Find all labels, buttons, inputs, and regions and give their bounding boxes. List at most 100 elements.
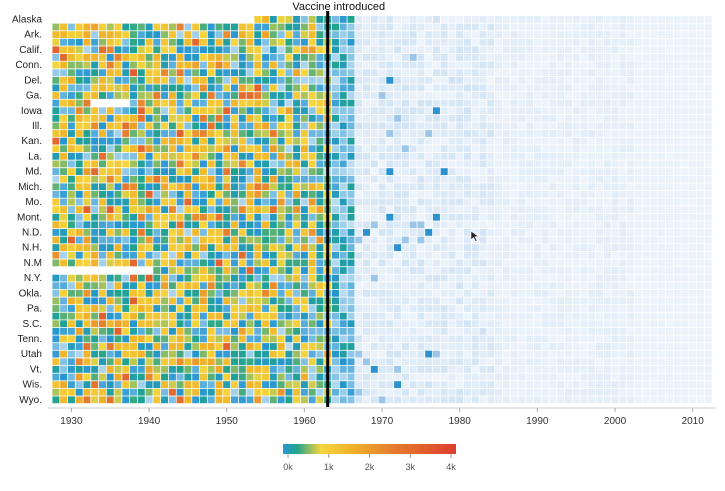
- heatmap-cell: [401, 396, 409, 404]
- heatmap-cell: [580, 54, 588, 61]
- heatmap-cell: [269, 206, 277, 214]
- heatmap-cell: [518, 92, 526, 99]
- heatmap-cell: [300, 327, 308, 335]
- heatmap-cell: [425, 289, 433, 297]
- heatmap-cell: [495, 213, 502, 221]
- heatmap-cell: [464, 297, 471, 305]
- heatmap-cell: [347, 381, 355, 389]
- heatmap-cell: [215, 54, 223, 61]
- heatmap-cell: [332, 130, 339, 137]
- heatmap-cell: [137, 76, 145, 84]
- heatmap-cell: [658, 396, 666, 404]
- heatmap-cell: [401, 107, 409, 115]
- heatmap-cell: [246, 206, 254, 214]
- heatmap-cell: [60, 350, 68, 358]
- heatmap-cell: [184, 206, 192, 214]
- heatmap-cell: [161, 366, 169, 373]
- heatmap-cell: [161, 175, 169, 183]
- heatmap-cell: [611, 297, 619, 305]
- heatmap-cell: [137, 61, 145, 69]
- heatmap-cell: [332, 373, 339, 381]
- heatmap-cell: [432, 373, 440, 381]
- heatmap-cell: [464, 114, 471, 122]
- heatmap-cell: [572, 130, 580, 137]
- heatmap-cell: [122, 236, 130, 244]
- heatmap-cell: [409, 305, 417, 312]
- heatmap-cell: [611, 38, 619, 46]
- heatmap-cell: [572, 335, 580, 343]
- heatmap-cell: [386, 388, 394, 396]
- heatmap-cell: [60, 198, 68, 206]
- heatmap-cell: [153, 46, 161, 54]
- heatmap-cell: [262, 366, 270, 373]
- heatmap-cell: [378, 381, 386, 389]
- heatmap-cell: [572, 388, 580, 396]
- heatmap-cell: [285, 297, 293, 305]
- heatmap-cell: [370, 168, 378, 176]
- heatmap-cell: [308, 114, 316, 122]
- heatmap-cell: [603, 23, 611, 31]
- heatmap-cell: [464, 107, 471, 115]
- heatmap-cell: [440, 229, 448, 236]
- heatmap-cell: [471, 221, 479, 229]
- heatmap-cell: [564, 358, 572, 366]
- heatmap-cell: [269, 274, 277, 282]
- heatmap-cell: [332, 229, 339, 236]
- heatmap-cell: [401, 137, 409, 145]
- heatmap-cell: [75, 335, 83, 343]
- heatmap-cell: [456, 236, 464, 244]
- heatmap-cell: [704, 396, 712, 404]
- heatmap-cell: [432, 274, 440, 282]
- heatmap-cell: [634, 38, 642, 46]
- heatmap-cell: [339, 84, 347, 92]
- heatmap-cell: [215, 396, 223, 404]
- heatmap-cell: [627, 388, 635, 396]
- heatmap-cell: [526, 297, 534, 305]
- heatmap-cell: [145, 152, 153, 160]
- heatmap-cell: [526, 46, 534, 54]
- heatmap-cell: [238, 76, 246, 84]
- heatmap-cell: [355, 130, 363, 137]
- heatmap-cell: [650, 92, 658, 99]
- heatmap-cell: [495, 137, 502, 145]
- heatmap-cell: [572, 381, 580, 389]
- heatmap-cell: [440, 198, 448, 206]
- heatmap-cell: [658, 23, 666, 31]
- heatmap-cell: [347, 350, 355, 358]
- heatmap-cell: [510, 213, 518, 221]
- heatmap-cell: [262, 213, 270, 221]
- heatmap-cell: [487, 168, 495, 176]
- heatmap-cell: [510, 244, 518, 252]
- heatmap-cell: [363, 297, 370, 305]
- heatmap-cell: [308, 335, 316, 343]
- heatmap-cell: [603, 137, 611, 145]
- heatmap-cell: [401, 373, 409, 381]
- heatmap-cell: [332, 206, 339, 214]
- heatmap-cell: [549, 320, 557, 328]
- heatmap-cell: [510, 305, 518, 312]
- heatmap-cell: [650, 31, 658, 39]
- heatmap-cell: [316, 92, 324, 99]
- heatmap-cell: [300, 16, 308, 23]
- heatmap-cell: [533, 221, 541, 229]
- heatmap-cell: [642, 267, 650, 274]
- heatmap-cell: [479, 366, 487, 373]
- heatmap-cell: [106, 396, 114, 404]
- heatmap-cell: [596, 388, 603, 396]
- heatmap-cell: [697, 160, 704, 168]
- heatmap-cell: [161, 38, 169, 46]
- heatmap-cell: [642, 236, 650, 244]
- heatmap-cell: [83, 396, 91, 404]
- heatmap-cell: [704, 31, 712, 39]
- heatmap-cell: [269, 191, 277, 198]
- heatmap-cell: [394, 388, 402, 396]
- heatmap-cell: [269, 221, 277, 229]
- heatmap-cell: [440, 69, 448, 77]
- heatmap-cell: [91, 84, 99, 92]
- heatmap-cell: [99, 236, 106, 244]
- heatmap-cell: [122, 305, 130, 312]
- heatmap-cell: [681, 69, 689, 77]
- heatmap-cell: [479, 61, 487, 69]
- heatmap-cell: [75, 206, 83, 214]
- heatmap-cell: [417, 289, 425, 297]
